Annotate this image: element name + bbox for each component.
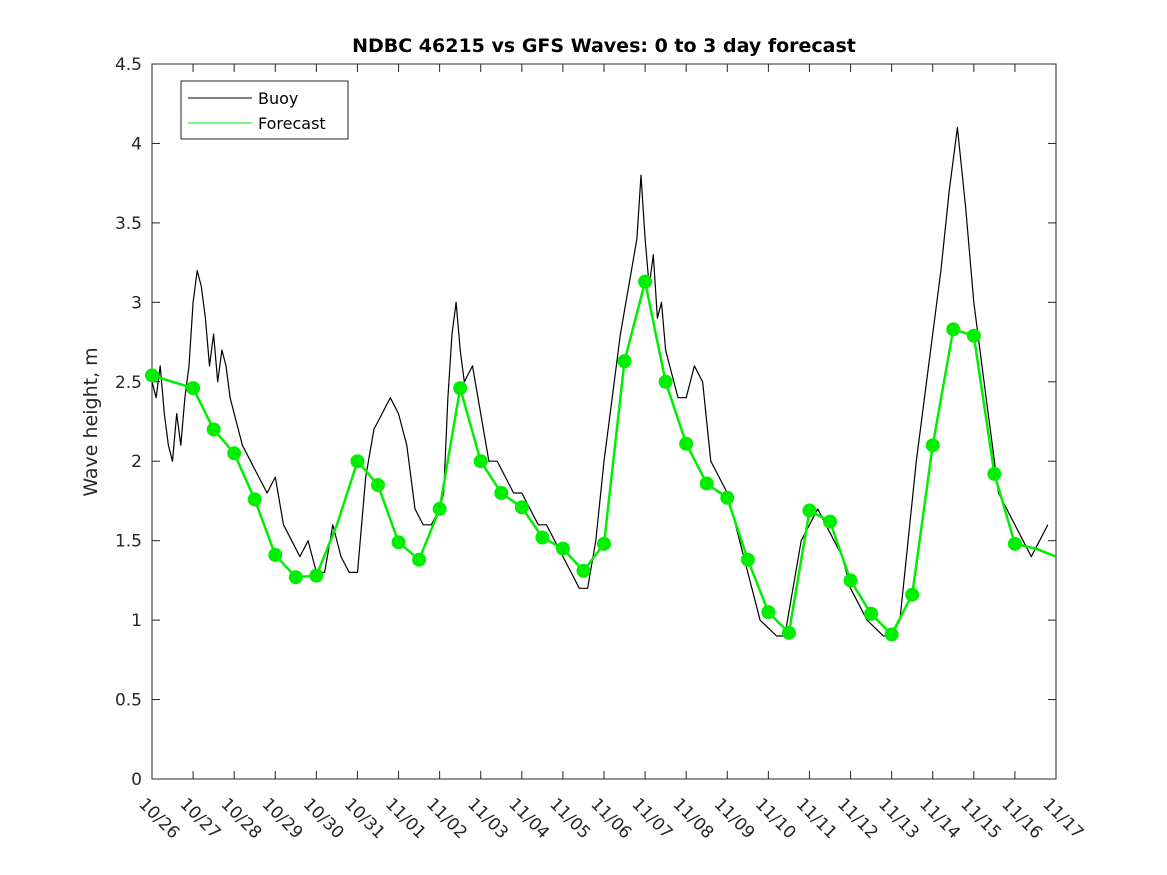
forecast-marker <box>186 381 201 396</box>
forecast-marker <box>740 552 755 567</box>
forecast-marker <box>371 478 385 493</box>
forecast-marker <box>597 536 611 551</box>
x-tick-label: 11/03 <box>463 794 512 843</box>
forecast-marker <box>823 514 837 529</box>
forecast-marker <box>268 547 283 562</box>
x-tick-label: 11/15 <box>956 794 1005 843</box>
plot-frame <box>151 63 1057 780</box>
forecast-marker <box>658 374 673 389</box>
x-tick-label: 11/17 <box>1038 794 1087 843</box>
y-tick-label: 4.5 <box>115 55 142 75</box>
y-tick-label: 1.5 <box>115 532 142 552</box>
forecast-marker <box>802 503 817 518</box>
y-tick-label: 4 <box>131 134 142 154</box>
x-tick-label: 11/04 <box>504 794 553 843</box>
legend-box <box>180 80 349 140</box>
forecast-marker <box>966 328 981 343</box>
x-tick-label: 11/11 <box>792 794 841 843</box>
x-tick-label: 10/31 <box>340 794 389 843</box>
legend: Buoy Forecast <box>180 80 349 140</box>
forecast-marker <box>946 322 961 337</box>
forecast-marker <box>1007 536 1022 551</box>
forecast-marker <box>884 627 899 642</box>
forecast-marker <box>227 446 242 461</box>
x-tick-label: 11/08 <box>669 794 718 843</box>
forecast-marker <box>638 274 653 289</box>
y-axis-label: Wave height, m <box>80 347 102 496</box>
forecast-marker <box>206 422 221 437</box>
forecast-marker <box>453 381 468 396</box>
y-tick-label: 0.5 <box>115 691 142 711</box>
forecast-marker <box>576 563 591 578</box>
forecast-marker <box>391 535 406 550</box>
forecast-marker <box>843 573 858 588</box>
y-tick-label: 3 <box>131 293 142 313</box>
chart-title: NDBC 46215 vs GFS Waves: 0 to 3 day fore… <box>352 35 856 57</box>
x-tick-label: 11/16 <box>997 794 1046 843</box>
x-tick-label: 11/05 <box>545 794 594 843</box>
forecast-marker <box>288 570 303 585</box>
x-tick-label: 10/28 <box>217 794 266 843</box>
forecast-marker <box>987 466 1002 481</box>
forecast-marker <box>535 530 550 545</box>
x-tick-label: 11/06 <box>586 794 635 843</box>
forecast-marker <box>247 492 262 507</box>
forecast-marker <box>720 490 735 505</box>
forecast-marker <box>617 354 632 369</box>
x-tick-label: 11/10 <box>751 794 800 843</box>
y-tick-label: 3.5 <box>115 214 142 234</box>
x-tick-label: 10/29 <box>258 794 307 843</box>
forecast-marker <box>473 454 488 469</box>
x-tick-label: 11/09 <box>710 794 759 843</box>
forecast-marker <box>679 436 694 451</box>
forecast-marker <box>555 541 570 556</box>
forecast-marker <box>905 587 920 602</box>
y-axis-ticks: 0 0.5 1 1.5 2 2.5 3 3.5 4 4.5 <box>115 55 1056 790</box>
x-tick-label: 10/27 <box>176 794 225 843</box>
x-tick-label: 11/07 <box>628 794 677 843</box>
forecast-marker <box>309 568 324 583</box>
forecast-marker <box>432 501 447 516</box>
y-tick-label: 2 <box>131 452 142 472</box>
forecast-marker <box>494 486 509 500</box>
x-tick-label: 11/12 <box>833 794 882 843</box>
forecast-marker <box>412 552 427 567</box>
x-tick-label: 11/01 <box>381 794 430 843</box>
forecast-marker <box>781 625 796 640</box>
forecast-marker <box>699 476 714 491</box>
forecast-marker <box>350 454 365 469</box>
forecast-marker <box>514 500 529 515</box>
legend-buoy-label: Buoy <box>258 89 298 108</box>
forecast-marker <box>145 368 159 383</box>
legend-forecast-label: Forecast <box>258 114 326 133</box>
forecast-marker <box>864 606 879 621</box>
x-tick-label: 11/02 <box>422 794 471 843</box>
forecast-marker <box>925 438 940 453</box>
x-tick-label: 11/13 <box>874 794 923 843</box>
x-tick-label: 11/14 <box>915 794 964 843</box>
y-tick-label: 2.5 <box>115 373 142 393</box>
y-tick-label: 1 <box>131 611 142 631</box>
forecast-marker <box>761 605 776 620</box>
marker-layer <box>145 274 1022 642</box>
x-tick-label: 10/30 <box>299 794 348 843</box>
y-tick-label: 0 <box>131 770 142 790</box>
plot-area <box>151 63 1057 780</box>
x-tick-label: 10/26 <box>134 794 183 843</box>
